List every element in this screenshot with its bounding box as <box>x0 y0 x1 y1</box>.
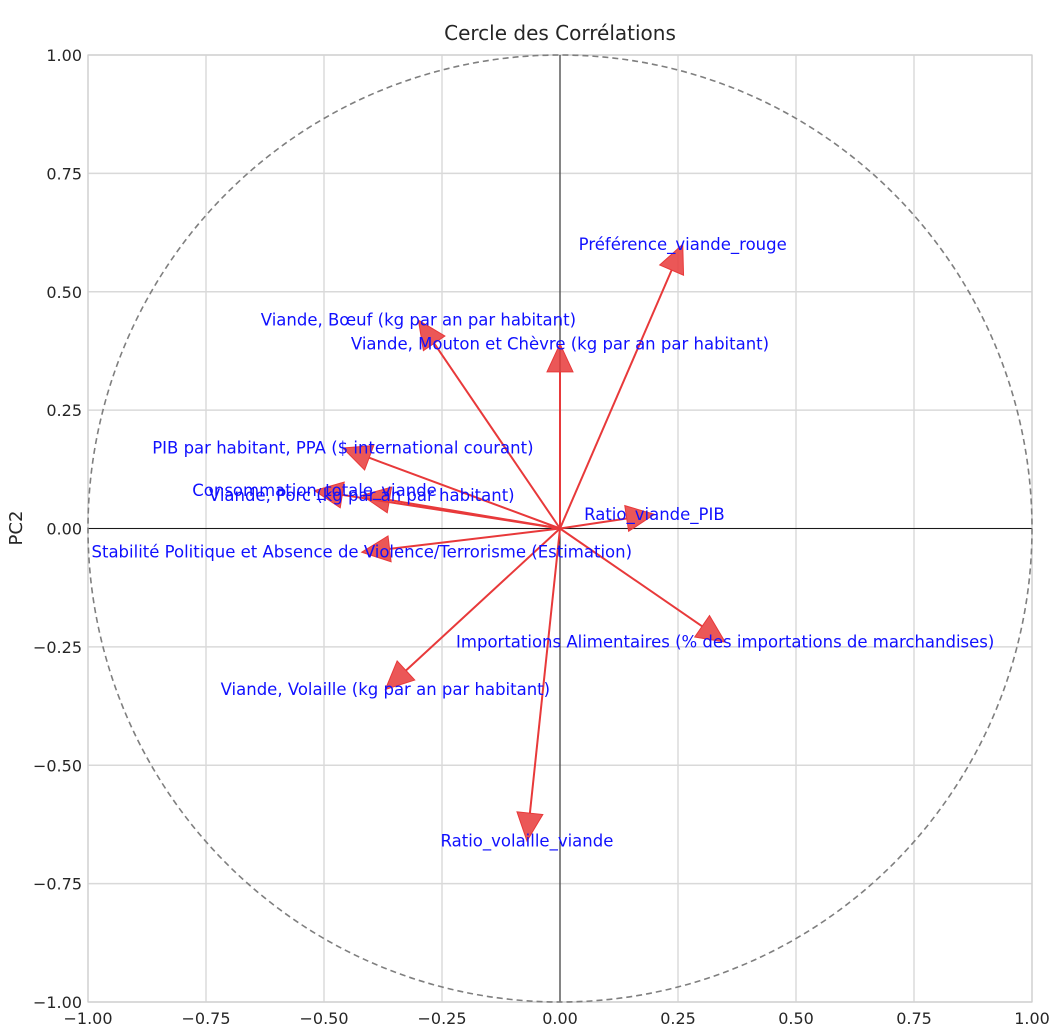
vector-arrow <box>546 342 574 529</box>
arrow-head <box>658 243 685 277</box>
arrow-shaft <box>433 342 561 530</box>
arrow-head <box>360 486 393 514</box>
unit-circle <box>87 54 1033 1003</box>
y-tick-label: 0.50 <box>46 283 82 302</box>
arrow-shaft <box>559 517 627 530</box>
y-axis-ticks: 1.00 0.75 0.50 0.25 0.00 −0.25 −0.50 −0.75 −1.00 <box>33 46 82 1012</box>
arrow-shaft <box>389 498 561 530</box>
vector-arrow <box>417 319 561 530</box>
arrow-shaft <box>405 527 561 672</box>
arrow-head <box>624 504 656 533</box>
arrow-shaft <box>559 527 703 628</box>
y-tick-label: −0.25 <box>33 638 82 657</box>
arrow-shaft <box>389 527 561 550</box>
arrow-head <box>360 535 392 563</box>
y-tick-label: −0.75 <box>33 875 82 894</box>
arrow-head <box>313 481 345 509</box>
y-tick-label: −0.50 <box>33 756 82 775</box>
x-tick-label: −0.25 <box>417 1009 466 1026</box>
vector-arrow <box>559 504 656 533</box>
vector-labels: Préférence_viande_rouge Viande, Bœuf (kg … <box>92 235 995 852</box>
y-tick-label: 0.75 <box>46 164 82 183</box>
vector-label: Préférence_viande_rouge <box>579 235 787 255</box>
vector-label: Stabilité Politique et Absence de Violen… <box>92 543 633 562</box>
vector-label: Viande, Volaille (kg par an par habitant… <box>221 680 550 699</box>
x-tick-label: 0.25 <box>660 1009 696 1026</box>
vector-arrow <box>559 527 727 643</box>
vector-arrows <box>313 243 727 843</box>
arrow-shaft <box>528 528 561 814</box>
vector-arrow <box>360 527 561 563</box>
x-tick-label: −1.00 <box>63 1009 112 1026</box>
vector-label: Consommation_totale_viande <box>192 481 437 501</box>
y-tick-label: 0.25 <box>46 401 82 420</box>
y-axis-label: PC2 <box>6 511 27 546</box>
x-axis-ticks: −1.00 −0.75 −0.50 −0.25 0.00 0.25 0.50 0.75 1.00 <box>63 1009 1049 1026</box>
vector-arrow <box>559 243 685 529</box>
x-tick-label: 0.50 <box>778 1009 814 1026</box>
vector-label: Viande, Mouton et Chèvre (kg par an par … <box>351 334 769 353</box>
arrow-head <box>516 811 544 843</box>
y-tick-label: 0.00 <box>46 520 82 539</box>
vector-label: Importations Alimentaires (% des importa… <box>456 633 994 652</box>
chart-title: Cercle des Corrélations <box>444 21 676 45</box>
x-tick-label: 0.00 <box>542 1009 578 1026</box>
vector-label: PIB par habitant, PPA ($ international c… <box>152 439 533 458</box>
vector-arrow <box>384 527 561 691</box>
vector-label: Viande, Porc (kg par an par habitant) <box>209 486 515 505</box>
arrow-head <box>417 319 446 352</box>
x-tick-label: −0.75 <box>181 1009 230 1026</box>
vector-arrow <box>341 444 561 530</box>
arrow-head <box>384 660 416 691</box>
x-tick-label: 1.00 <box>1014 1009 1050 1026</box>
vector-label: Ratio_volaille_viande <box>441 832 614 852</box>
y-tick-label: −1.00 <box>33 993 82 1012</box>
vector-arrow <box>360 486 561 530</box>
arrow-head <box>693 614 727 643</box>
arrow-shaft <box>368 456 561 530</box>
x-tick-label: 0.75 <box>896 1009 932 1026</box>
arrow-shaft <box>559 269 673 529</box>
vector-arrow <box>516 528 561 843</box>
vector-label: Viande, Bœuf (kg par an par habitant) <box>261 311 576 330</box>
arrow-head <box>546 342 574 373</box>
y-tick-label: 1.00 <box>46 46 82 65</box>
x-tick-label: −0.50 <box>299 1009 348 1026</box>
vector-label: Ratio_viande_PIB <box>584 505 725 525</box>
arrow-head <box>341 444 375 471</box>
